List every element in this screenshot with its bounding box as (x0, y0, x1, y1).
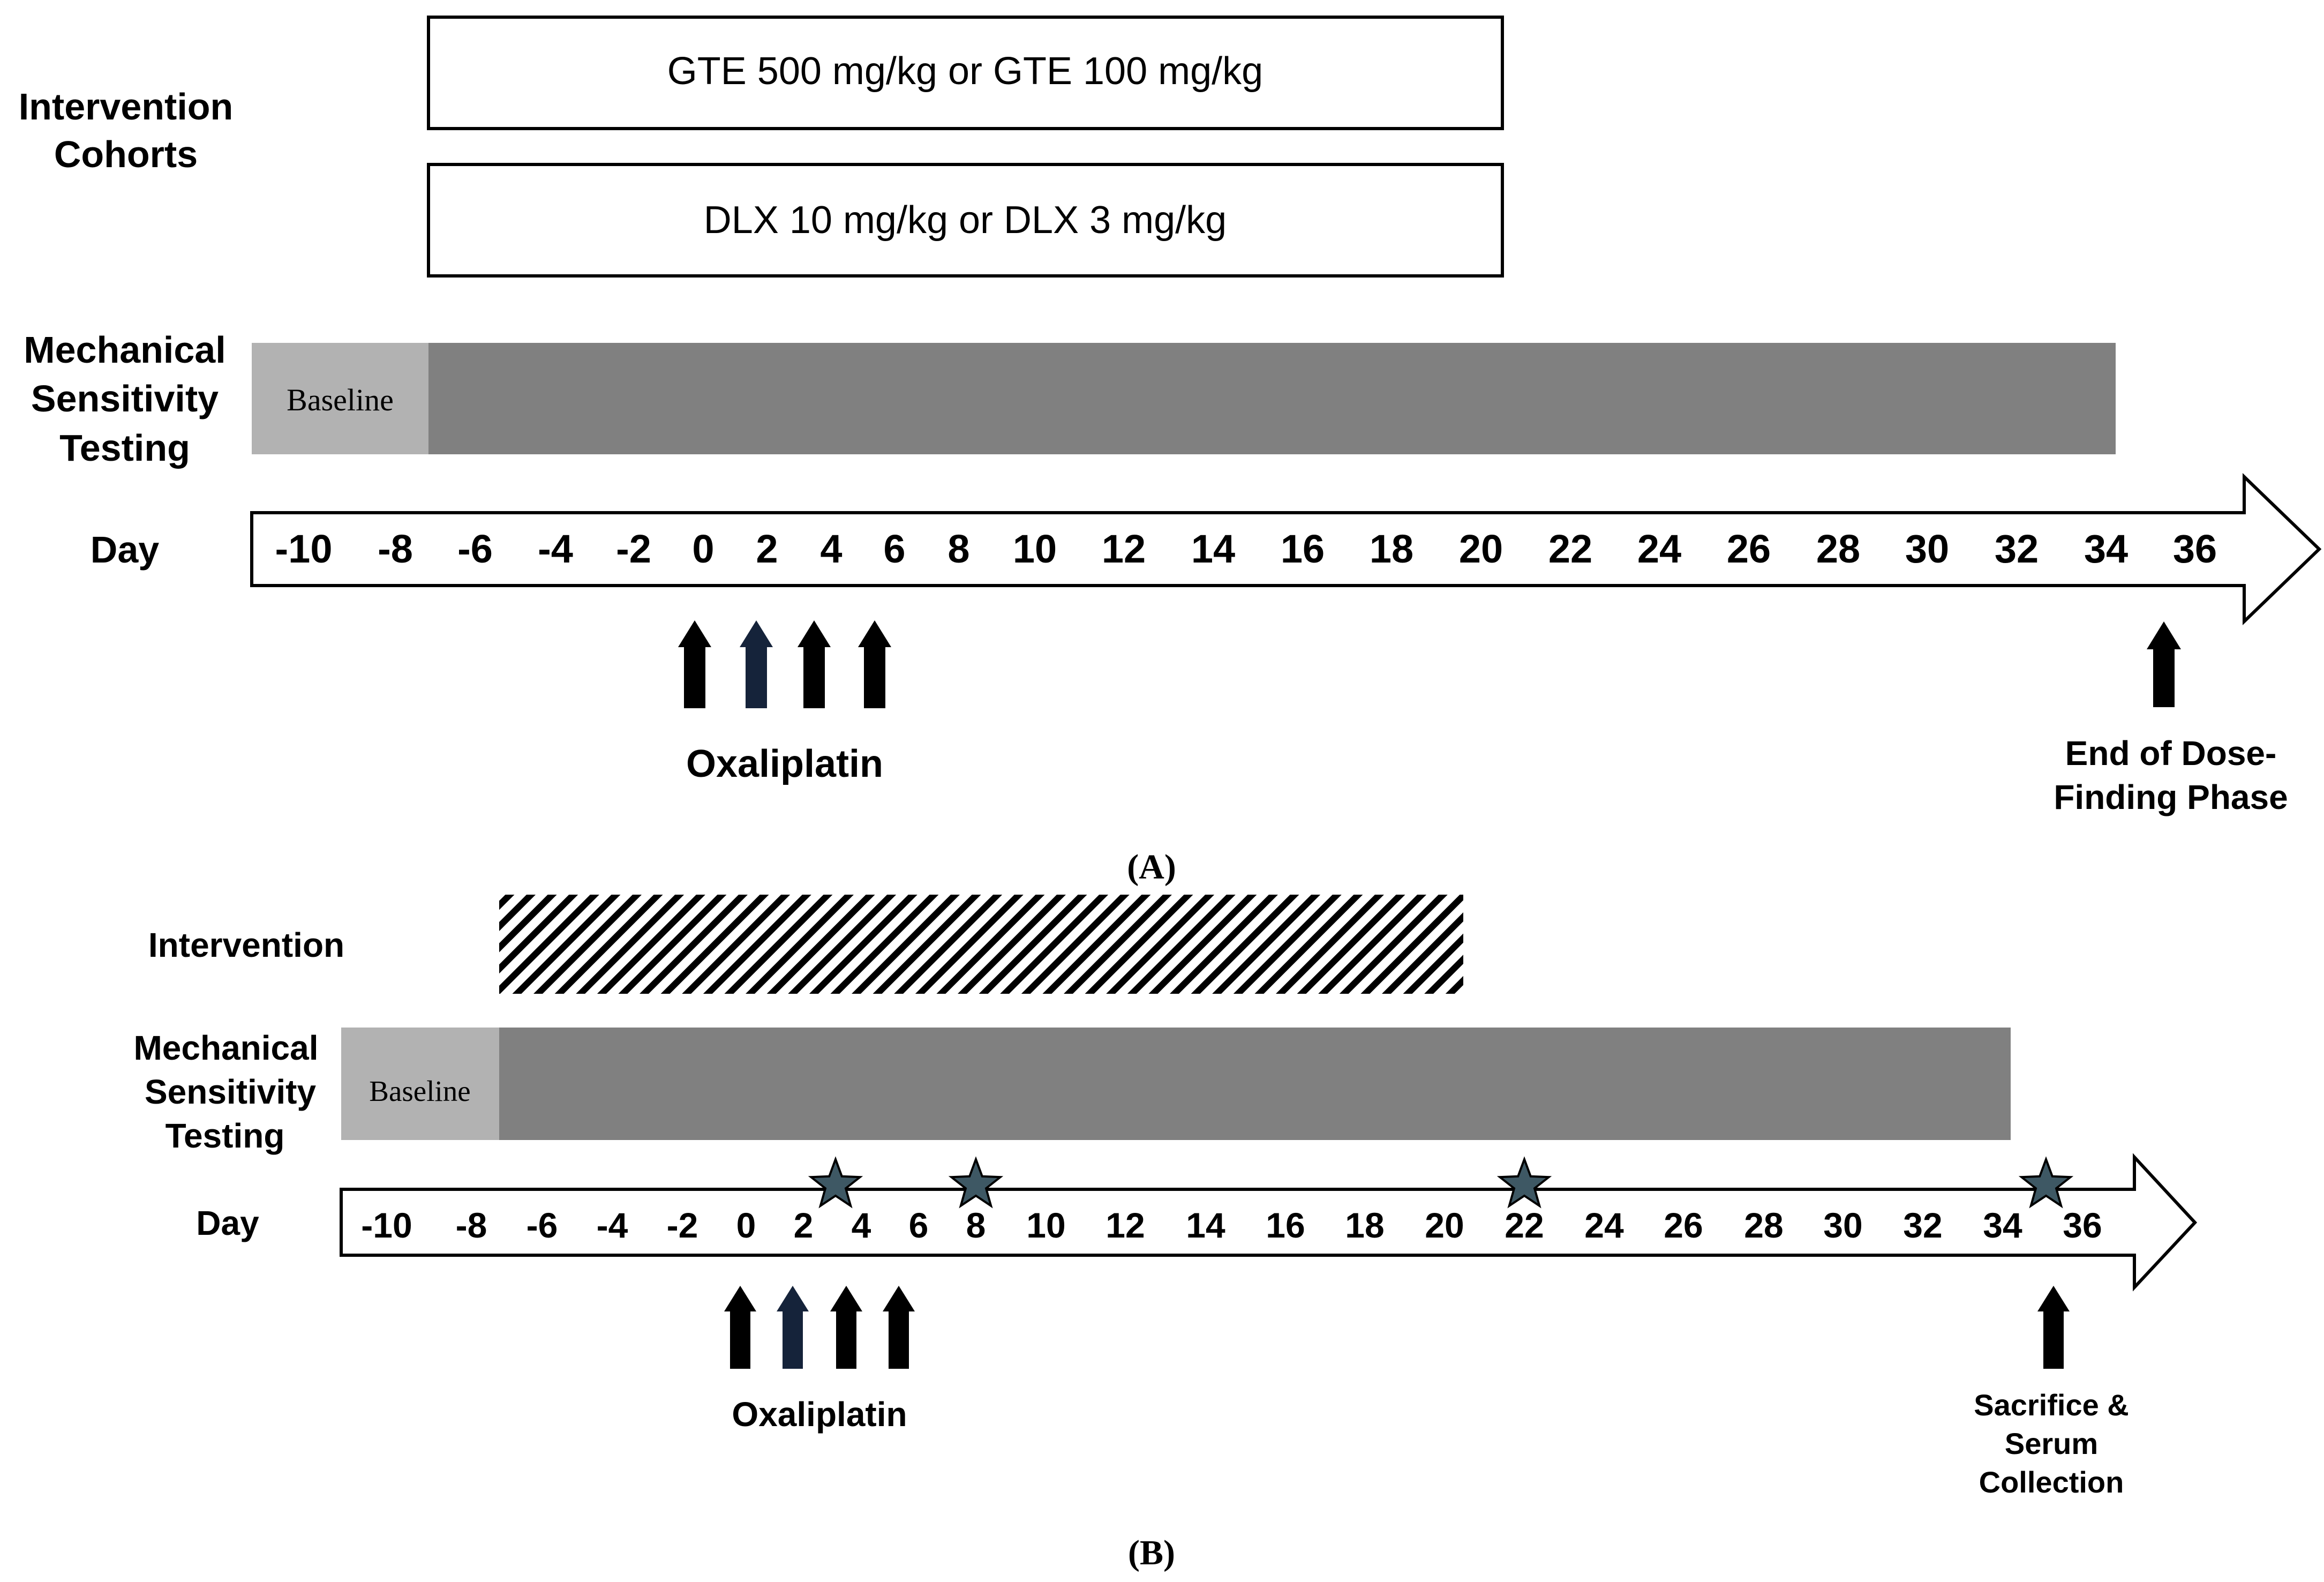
day-tick-label: -8 (378, 527, 413, 571)
end-label-line2: Serum (2005, 1427, 2098, 1460)
end-arrow-icon (2147, 621, 2181, 707)
day-tick-label: 20 (1425, 1205, 1464, 1245)
day-tick-label: 12 (1105, 1205, 1145, 1245)
mst-label-line1: Mechanical (133, 1029, 318, 1067)
testing-bar (428, 343, 2116, 454)
oxaliplatin-arrow-icon (724, 1286, 756, 1369)
panel-a: Intervention Cohorts GTE 500 mg/kg or GT… (19, 16, 2322, 887)
day-tick-label: -6 (527, 1205, 558, 1245)
cohort-box-gte-label: GTE 500 mg/kg or GTE 100 mg/kg (667, 50, 1263, 93)
oxaliplatin-arrow-icon (798, 620, 831, 708)
cohorts-label-line1: Intervention (19, 86, 234, 128)
panel-b-caption: (B) (1128, 1533, 1175, 1572)
day-tick-label: 10 (1013, 527, 1057, 571)
day-tick-label: -4 (538, 527, 573, 571)
day-tick-label: 24 (1584, 1205, 1624, 1245)
day-tick-label: 22 (1548, 527, 1592, 571)
mst-label-line3: Testing (166, 1116, 285, 1155)
day-tick-label: -2 (667, 1205, 698, 1245)
star-icon (2018, 1156, 2074, 1209)
oxaliplatin-arrow-icon (883, 1286, 915, 1369)
day-tick-label: 12 (1102, 527, 1146, 571)
day-tick-label: 16 (1281, 527, 1325, 571)
day-tick-label: 14 (1186, 1205, 1225, 1245)
baseline-label: Baseline (287, 383, 394, 417)
end-label-line2: Finding Phase (2054, 778, 2288, 816)
timeline-arrow (250, 473, 2322, 626)
oxaliplatin-arrow-icon (830, 1286, 862, 1369)
star-icon (808, 1156, 863, 1209)
day-tick-label: 8 (966, 1205, 986, 1245)
end-label-line1: End of Dose- (2065, 734, 2277, 773)
day-tick-label: 6 (909, 1205, 929, 1245)
oxaliplatin-arrow-icon (777, 1286, 809, 1369)
star-icon (1496, 1156, 1552, 1209)
day-label: Day (91, 529, 159, 571)
end-label-line3: Collection (1979, 1465, 2124, 1499)
day-tick-label: 14 (1191, 527, 1235, 571)
day-tick-label: 18 (1345, 1205, 1384, 1245)
mst-label-line2: Sensitivity (31, 378, 219, 419)
oxaliplatin-label: Oxaliplatin (732, 1395, 907, 1434)
panel-b: Intervention Mechanical Sensitivity Test… (133, 895, 2198, 1572)
oxaliplatin-arrow-icon (858, 620, 891, 708)
day-tick-label: -8 (456, 1205, 487, 1245)
day-tick-label: 26 (1664, 1205, 1703, 1245)
testing-bar (499, 1028, 2011, 1140)
day-tick-label: 28 (1744, 1205, 1783, 1245)
day-tick-label: 6 (883, 527, 905, 571)
oxaliplatin-arrow-icon (678, 620, 711, 708)
day-tick-label: 36 (2063, 1205, 2102, 1245)
day-ticks: -10 -8 -6 -4 -2 0 2 4 6 8 10 12 14 16 18 20 22 24 26 28 30 32… (361, 1205, 2102, 1245)
mst-label-line1: Mechanical (24, 329, 225, 371)
oxaliplatin-label: Oxaliplatin (686, 743, 883, 785)
cohort-box-dlx-label: DLX 10 mg/kg or DLX 3 mg/kg (704, 199, 1227, 242)
cohort-box-dlx (427, 163, 1504, 278)
end-arrow-icon (2037, 1286, 2070, 1369)
baseline-label: Baseline (369, 1075, 470, 1107)
day-tick-label: 24 (1637, 527, 1681, 571)
day-tick-label: 16 (1266, 1205, 1305, 1245)
day-tick-label: -10 (275, 527, 333, 571)
day-tick-label: 26 (1727, 527, 1771, 571)
oxaliplatin-arrow-icon (740, 620, 773, 708)
cohort-box-gte (427, 16, 1504, 130)
mst-label-line2: Sensitivity (145, 1073, 317, 1111)
day-tick-label: 2 (756, 527, 778, 571)
day-tick-label: 20 (1459, 527, 1503, 571)
day-ticks: -10 -8 -6 -4 -2 0 2 4 6 8 10 12 14 16 18 20 22 24 26 28 30 32… (275, 527, 2217, 571)
day-tick-label: 10 (1026, 1205, 1065, 1245)
baseline-bar (341, 1028, 499, 1140)
day-tick-label: 2 (794, 1205, 814, 1245)
day-tick-label: 30 (1905, 527, 1949, 571)
day-tick-label: 32 (1995, 527, 2039, 571)
day-tick-label: -10 (361, 1205, 412, 1245)
day-tick-label: 30 (1823, 1205, 1862, 1245)
day-tick-label: 18 (1370, 527, 1413, 571)
day-tick-label: 34 (1983, 1205, 2022, 1245)
day-tick-label: 34 (2084, 527, 2128, 571)
end-label-line1: Sacrifice & (1974, 1388, 2129, 1422)
day-tick-label: 0 (692, 527, 714, 571)
day-tick-label: -2 (616, 527, 651, 571)
day-tick-label: -6 (457, 527, 493, 571)
day-tick-label: 4 (852, 1205, 871, 1245)
intervention-hatched-bar (499, 895, 1463, 994)
day-tick-label: 36 (2173, 527, 2217, 571)
timeline-arrow (340, 1153, 2198, 1292)
day-tick-label: 4 (820, 527, 842, 571)
day-tick-label: -4 (597, 1205, 628, 1245)
day-tick-label: 0 (736, 1205, 756, 1245)
day-tick-label: 22 (1505, 1205, 1544, 1245)
intervention-label: Intervention (148, 926, 344, 964)
day-tick-label: 32 (1903, 1205, 1942, 1245)
day-tick-label: 8 (947, 527, 969, 571)
mst-label-line3: Testing (59, 427, 190, 469)
star-icon (948, 1156, 1004, 1209)
day-tick-label: 28 (1816, 527, 1860, 571)
panel-a-caption: (A) (1127, 848, 1176, 887)
cohorts-label-line2: Cohorts (54, 133, 198, 175)
day-label: Day (196, 1204, 259, 1242)
baseline-bar (252, 343, 428, 454)
